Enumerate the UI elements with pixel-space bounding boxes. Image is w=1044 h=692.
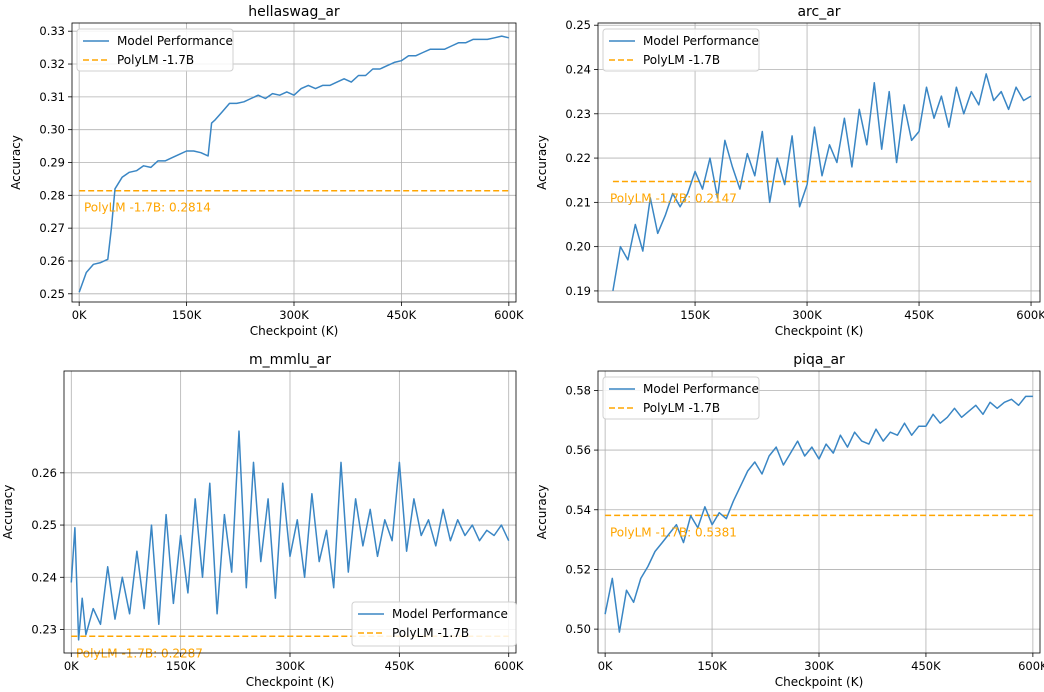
model-performance-line [78,35,509,293]
x-axis-label: Checkpoint (K) [775,675,864,689]
x-tick-label: 0K [598,659,613,673]
legend-label-baseline: PolyLM -1.7B [643,401,720,415]
x-tick-label: 450K [911,659,941,673]
y-tick-label: 0.54 [565,503,591,517]
y-axis-label: Accuracy [1,485,15,540]
x-tick-label: 150K [680,308,710,322]
y-tick-label: 0.23 [31,623,57,637]
legend-label-baseline: PolyLM -1.7B [392,626,469,640]
x-tick-label: 0K [72,308,87,322]
y-tick-label: 0.26 [39,254,65,268]
legend: Model Performance PolyLM -1.7B [76,28,234,72]
y-tick-label: 0.32 [39,57,65,71]
y-tick-label: 0.24 [31,570,57,584]
x-tick-label: 600K [1016,308,1044,322]
y-tick-label: 0.22 [565,151,591,165]
y-tick-label: 0.20 [565,240,591,254]
legend: Model Performance PolyLM -1.7B [602,376,760,420]
baseline-annotation: PolyLM -1.7B: 0.2147 [610,192,737,206]
y-tick-label: 0.25 [31,518,57,532]
axes-frame [597,370,1041,654]
legend-label-model: Model Performance [117,34,233,48]
x-tick-label: 600K [494,308,524,322]
x-axis-label: Checkpoint (K) [250,324,339,338]
y-tick-label: 0.56 [565,443,591,457]
subplot-1: 150K 300K 450K 600K 0.19 0.20 0.21 0.22 0.23 0.24… [535,4,1044,338]
axes-frame [597,22,1041,303]
y-axis-label: Accuracy [535,135,549,190]
x-tick-label: 150K [172,308,202,322]
legend-box [602,28,760,72]
legend-label-model: Model Performance [643,382,759,396]
x-axis-label: Checkpoint (K) [775,324,864,338]
subplot-2: 0K 150K 300K 450K 600K 0.23 0.24 0.25 0.26 PolyLM… [1,352,524,689]
subplot-title: m_mmlu_ar [249,352,331,368]
baseline-annotation: PolyLM -1.7B: 0.2814 [84,201,211,215]
x-tick-label: 300K [279,308,309,322]
x-axis-label: Checkpoint (K) [246,675,335,689]
y-tick-label: 0.25 [39,287,65,301]
x-tick-label: 450K [387,308,417,322]
subplot-title: hellaswag_ar [248,4,340,20]
legend-box [351,601,517,647]
x-tick-label: 300K [804,659,834,673]
x-tick-label: 300K [275,659,305,673]
y-tick-label: 0.21 [565,195,591,209]
x-tick-label: 150K [166,659,196,673]
subplot-title: piqa_ar [793,352,845,368]
y-tick-label: 0.26 [31,466,57,480]
y-tick-label: 0.50 [565,622,591,636]
y-tick-label: 0.23 [565,107,591,121]
y-tick-label: 0.29 [39,156,65,170]
legend-label-baseline: PolyLM -1.7B [643,53,720,67]
subplot-3: 0K 150K 300K 450K 600K 0.50 0.52 0.54 0.56 0.58 Po… [535,352,1044,689]
subplot-title: arc_ar [797,4,840,20]
x-tick-label: 0K [64,659,79,673]
legend: Model Performance PolyLM -1.7B [602,28,760,72]
model-performance-line [604,395,1033,633]
axes-frame [63,370,517,654]
y-tick-label: 0.24 [565,63,591,77]
legend-label-model: Model Performance [392,607,508,621]
x-tick-label: 300K [792,308,822,322]
axes-frame [71,22,517,303]
legend-label-model: Model Performance [643,34,759,48]
x-tick-label: 150K [697,659,727,673]
x-tick-label: 600K [1018,659,1044,673]
y-axis-label: Accuracy [9,135,23,190]
model-performance-line [70,430,510,641]
y-tick-label: 0.19 [565,284,591,298]
model-performance-line [612,73,1032,292]
legend-label-baseline: PolyLM -1.7B [117,53,194,67]
y-tick-label: 0.52 [565,562,591,576]
y-axis-label: Accuracy [535,485,549,540]
x-tick-label: 450K [904,308,934,322]
y-tick-label: 0.33 [39,24,65,38]
y-tick-label: 0.30 [39,123,65,137]
y-tick-label: 0.27 [39,221,65,235]
y-tick-label: 0.58 [565,383,591,397]
x-tick-label: 600K [494,659,524,673]
baseline-annotation: PolyLM -1.7B: 0.5381 [610,525,737,539]
legend: Model Performance PolyLM -1.7B [351,601,517,647]
y-tick-label: 0.28 [39,188,65,202]
subplot-0: 0K 150K 300K 450K 600K 0.25 0.26 0.27 0.28 0.29 0.… [9,4,524,338]
y-tick-label: 0.25 [565,18,591,32]
y-tick-label: 0.31 [39,90,65,104]
x-tick-label: 450K [385,659,415,673]
legend-box [76,28,234,72]
legend-box [602,376,760,420]
